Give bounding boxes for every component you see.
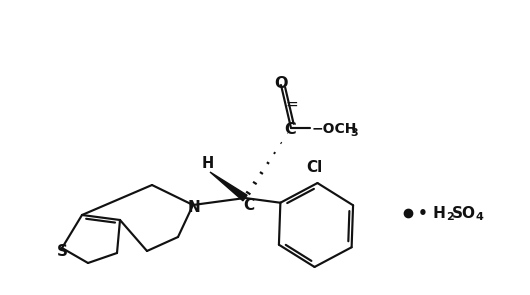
Text: C: C: [284, 122, 296, 137]
Text: 4: 4: [476, 212, 484, 222]
Text: • H: • H: [418, 206, 446, 222]
Text: N: N: [188, 199, 200, 214]
Text: H: H: [202, 157, 214, 171]
Polygon shape: [210, 172, 247, 201]
Text: −OCH: −OCH: [312, 122, 357, 136]
Text: 2: 2: [446, 212, 454, 222]
Text: O: O: [274, 76, 288, 91]
Text: C: C: [243, 199, 254, 214]
Text: 3: 3: [350, 128, 358, 138]
Text: Cl: Cl: [306, 160, 322, 176]
Text: SO: SO: [452, 206, 476, 222]
Text: S: S: [57, 243, 67, 258]
Text: =: =: [286, 96, 298, 112]
